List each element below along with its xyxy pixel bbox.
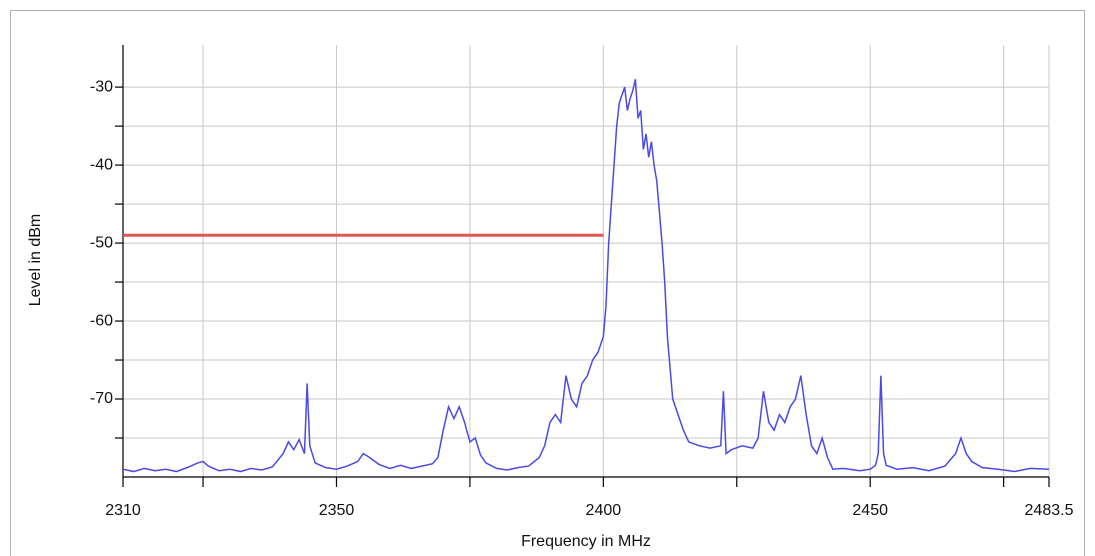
x-tick-label: 2450 [852, 502, 888, 519]
x-axis-label: Frequency in MHz [521, 533, 651, 550]
x-tick-label: 2400 [586, 502, 622, 519]
y-axis-label: Level in dBm [27, 214, 44, 307]
frame [10, 10, 1085, 556]
y-tick-label: -30 [90, 78, 113, 95]
y-tick-label: -50 [90, 234, 113, 251]
y-tick-label: -70 [90, 390, 113, 407]
x-tick-label: 2483.5 [1025, 502, 1074, 519]
y-tick-label: -40 [90, 156, 113, 173]
spectrum-line [122, 79, 1050, 473]
x-tick-label: 2350 [319, 502, 355, 519]
y-tick-label: -60 [90, 312, 113, 329]
x-tick-label: 2310 [105, 502, 141, 519]
